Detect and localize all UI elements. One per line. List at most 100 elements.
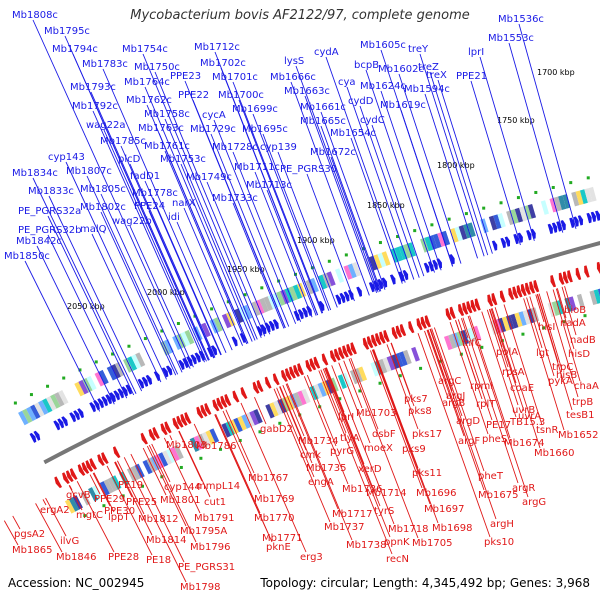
feature-band	[250, 301, 261, 317]
reverse-gene-arrow	[321, 353, 329, 366]
reverse-leader-line	[273, 388, 331, 523]
feature-band	[571, 191, 580, 207]
marker-dot	[516, 196, 520, 200]
marker-dot	[378, 381, 382, 385]
reverse-leader-line	[429, 328, 453, 392]
reverse-leader-line	[45, 497, 67, 537]
reverse-gene-arrow	[69, 468, 78, 480]
feature-band	[293, 392, 303, 407]
forward-gene-arrow	[513, 233, 519, 245]
reverse-gene-label: argB	[442, 398, 465, 409]
reverse-gene-label: argD	[456, 416, 480, 427]
reverse-gene-label: Mb1717	[332, 509, 372, 520]
reverse-gene-label: Mb1801	[160, 495, 200, 506]
feature-band	[390, 354, 400, 369]
forward-gene-label: Mb1728c	[212, 142, 258, 153]
reverse-gene-arrow	[232, 390, 240, 403]
feature-band	[386, 355, 396, 371]
feature-band	[593, 289, 600, 304]
forward-gene-label: Mb1666c	[270, 72, 316, 83]
reverse-gene-label: hisI	[538, 322, 555, 333]
forward-leader-line	[102, 68, 227, 353]
feature-band	[402, 243, 412, 259]
forward-gene-arrow	[105, 394, 112, 405]
reverse-leader-line	[491, 308, 517, 384]
reverse-gene-arrow	[558, 272, 565, 285]
reverse-gene-label: Mb1865	[12, 545, 52, 556]
reverse-leader-line	[457, 319, 493, 421]
forward-leader-line	[232, 81, 324, 314]
feature-band	[584, 188, 593, 203]
forward-gene-arrow	[137, 378, 145, 389]
feature-band	[448, 334, 457, 349]
forward-gene-label: PPE23	[170, 71, 201, 82]
forward-gene-arrow	[97, 398, 104, 409]
reverse-gene-label: Mb1652	[558, 430, 598, 441]
genome-backbone	[43, 240, 600, 465]
reverse-gene-label: Mb1786	[196, 441, 236, 452]
marker-dot	[413, 229, 417, 233]
forward-leader-line	[304, 95, 378, 293]
feature-band	[34, 402, 45, 417]
forward-gene-label: Mb1753c	[160, 154, 206, 165]
reverse-gene-label: ilvG	[60, 536, 79, 547]
feature-band	[189, 437, 200, 452]
reverse-gene-arrow	[97, 454, 105, 466]
reverse-leader-line	[142, 447, 167, 496]
reverse-gene-arrow	[333, 348, 341, 361]
reverse-gene-arrow	[338, 346, 345, 360]
reverse-gene-label: lppT	[108, 512, 130, 523]
forward-gene-arrow	[33, 430, 41, 441]
reverse-gene-label: argC	[438, 376, 461, 387]
forward-leader-line	[158, 132, 249, 344]
reverse-leader-line	[306, 374, 337, 447]
forward-leader-line	[183, 207, 244, 346]
marker-dot	[378, 241, 382, 245]
reverse-leader-line	[536, 294, 573, 411]
feature-band	[510, 313, 519, 329]
marker-dot	[464, 212, 468, 216]
forward-gene-label: cyp139	[260, 142, 297, 153]
reverse-gene-arrow	[370, 334, 378, 347]
forward-leader-line	[103, 129, 207, 362]
feature-band	[213, 317, 224, 332]
forward-gene-arrow	[77, 408, 84, 419]
forward-leader-line	[266, 189, 317, 316]
feature-band	[462, 223, 472, 239]
marker-dot	[521, 332, 525, 336]
forward-gene-arrow	[335, 294, 342, 305]
forward-gene-arrow	[194, 352, 201, 363]
reverse-gene-arrow	[512, 286, 519, 299]
reverse-leader-line	[69, 485, 73, 491]
reverse-gene-arrow	[329, 350, 337, 363]
reverse-leader-line	[193, 423, 203, 442]
reverse-gene-arrow	[297, 363, 304, 376]
feature-band	[402, 349, 412, 365]
forward-leader-line	[36, 245, 115, 405]
reverse-leader-line	[427, 329, 485, 491]
forward-gene-arrow	[427, 261, 434, 272]
forward-gene-arrow	[504, 236, 511, 247]
feature-band	[394, 352, 404, 368]
reverse-gene-label: Mb1674	[504, 438, 544, 449]
forward-gene-arrow	[206, 347, 214, 358]
feature-band	[382, 357, 392, 372]
forward-gene-label: Mb1808c	[12, 10, 58, 21]
forward-gene-label: Mb1834c	[12, 168, 58, 179]
topology-label: Topology: circular; Length: 4,345,492 bp…	[260, 576, 590, 590]
marker-dot	[176, 321, 180, 325]
reverse-leader-line	[222, 410, 261, 495]
forward-leader-line	[120, 145, 215, 359]
marker-dot	[258, 430, 262, 434]
reverse-leader-line	[130, 453, 185, 563]
forward-gene-label: Mb1605c	[360, 40, 406, 51]
reverse-gene-label: moeX	[364, 443, 393, 454]
reverse-gene-label: argH	[490, 519, 514, 530]
forward-gene-label: Mb1602c	[378, 64, 424, 75]
marker-dot	[361, 247, 365, 251]
reverse-gene-arrow	[408, 321, 415, 334]
feature-band	[106, 365, 117, 381]
marker-dot	[160, 329, 164, 333]
reverse-gene-arrow	[285, 368, 292, 381]
feature-band	[518, 311, 527, 326]
